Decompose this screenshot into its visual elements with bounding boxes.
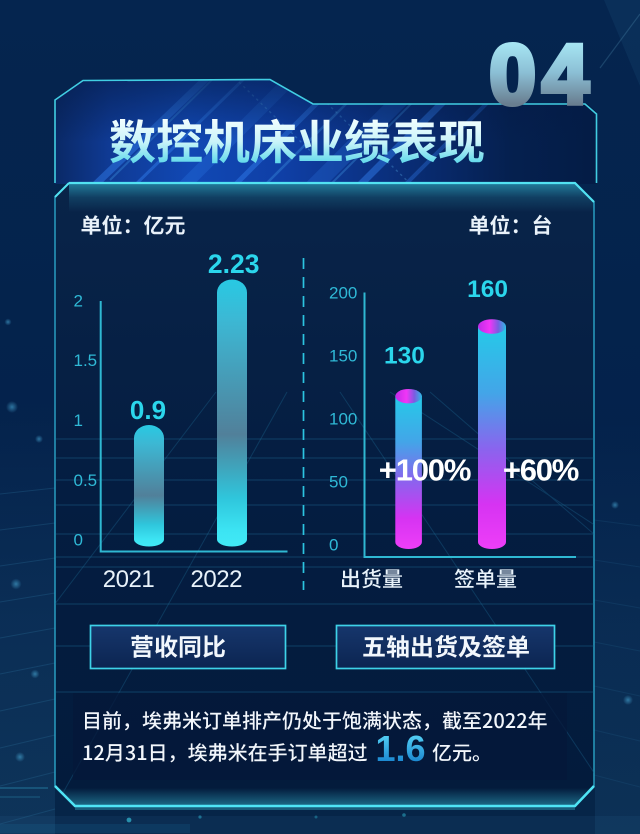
svg-text:160: 160 <box>467 276 508 303</box>
svg-text:2022: 2022 <box>191 566 243 593</box>
svg-text:100: 100 <box>329 410 357 429</box>
svg-text:0: 0 <box>329 536 338 555</box>
svg-text:0: 0 <box>74 531 83 550</box>
svg-text:1.5: 1.5 <box>74 351 98 370</box>
svg-text:1: 1 <box>74 411 83 430</box>
svg-text:2021: 2021 <box>103 566 155 593</box>
svg-text:2.23: 2.23 <box>208 249 260 279</box>
svg-text:50: 50 <box>329 473 348 492</box>
svg-text:200: 200 <box>329 284 357 303</box>
svg-text:04: 04 <box>489 28 594 122</box>
svg-text:+60%: +60% <box>503 453 579 488</box>
svg-text:2: 2 <box>74 292 83 311</box>
svg-text:0.5: 0.5 <box>74 471 98 490</box>
svg-text:1.6: 1.6 <box>376 728 426 769</box>
svg-text:130: 130 <box>384 343 425 370</box>
svg-text:0.9: 0.9 <box>130 395 166 425</box>
svg-text:+100%: +100% <box>379 453 471 488</box>
svg-text:150: 150 <box>329 347 357 366</box>
